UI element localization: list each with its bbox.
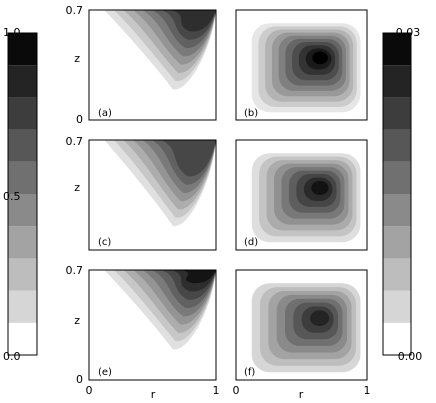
colorbar-band xyxy=(8,129,37,162)
colorbar-band xyxy=(383,226,411,259)
contour xyxy=(312,51,328,65)
colorbar-label: 0.5 xyxy=(3,190,21,203)
colorbar-band xyxy=(8,33,37,66)
panel-frame xyxy=(235,9,368,121)
panel-frame xyxy=(235,139,368,251)
colorbar-band xyxy=(8,226,37,259)
panel-frame xyxy=(235,269,368,381)
colorbar-band xyxy=(8,258,37,291)
colorbar-band xyxy=(383,290,411,323)
colorbar-band xyxy=(8,322,37,355)
panel-frame xyxy=(88,9,217,121)
panel-frame xyxy=(88,139,217,251)
colorbar-band xyxy=(8,97,37,130)
y-axis-label: z xyxy=(74,314,80,327)
colorbar-label: 1.0 xyxy=(3,26,21,39)
x-axis-label: r xyxy=(151,388,156,401)
x-tick-label: 0 xyxy=(233,384,240,397)
contour-layer xyxy=(88,9,368,381)
colorbar-band xyxy=(383,65,411,98)
y-tick-label: 0.7 xyxy=(66,264,84,277)
contour xyxy=(161,140,216,177)
colorbar-band xyxy=(383,194,411,227)
panel-label: (a) xyxy=(98,108,112,119)
colorbar-band xyxy=(383,33,411,66)
colorbar-label: 0.00 xyxy=(398,350,423,363)
contour xyxy=(309,310,330,327)
panel-label: (b) xyxy=(244,108,258,119)
colorbar-label: 0.0 xyxy=(3,350,21,363)
panel-label: (c) xyxy=(98,237,111,248)
colorbar-frame xyxy=(7,32,38,356)
colorbar-band xyxy=(383,322,411,355)
panel-label: (d) xyxy=(244,237,258,248)
colorbar-band xyxy=(8,290,37,323)
x-tick-label: 1 xyxy=(364,384,371,397)
colorbar-frame xyxy=(382,32,412,356)
y-tick-label: 0.7 xyxy=(66,4,84,17)
colorbar-band xyxy=(383,129,411,162)
panel-frame xyxy=(88,269,217,381)
y-axis-label: z xyxy=(74,181,80,194)
colorbar-band xyxy=(383,97,411,130)
panel-label: (f) xyxy=(244,367,255,378)
contour xyxy=(180,270,216,284)
colorbar-band xyxy=(383,258,411,291)
x-tick-label: 1 xyxy=(213,384,220,397)
contour xyxy=(311,180,329,196)
colorbar-band xyxy=(8,65,37,98)
contour xyxy=(170,10,216,32)
colorbar-band xyxy=(8,194,37,227)
y-tick-label: 0.7 xyxy=(66,135,84,148)
colorbars xyxy=(7,32,412,356)
y-tick-label: 0 xyxy=(76,373,83,386)
y-axis-label: z xyxy=(74,52,80,65)
x-tick-label: 0 xyxy=(86,384,93,397)
panel-label: (e) xyxy=(98,367,112,378)
colorbar-label: 0.03 xyxy=(396,26,421,39)
colorbar-band xyxy=(383,161,411,194)
colorbar-band xyxy=(8,161,37,194)
y-tick-label: 0 xyxy=(76,113,83,126)
x-axis-label: r xyxy=(299,388,304,401)
